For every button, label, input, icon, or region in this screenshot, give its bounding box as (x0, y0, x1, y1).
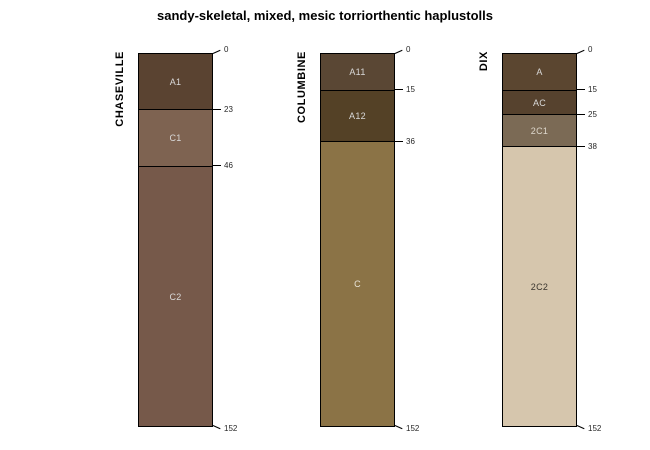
depth-tick (395, 89, 403, 91)
horizon: A12 (321, 91, 394, 142)
depth-tick (577, 113, 585, 115)
depth-tick-label: 38 (588, 141, 597, 151)
depth-tick-label: 0 (224, 45, 229, 54)
depth-tick-label: 0 (588, 45, 593, 54)
horizon-label: 2C1 (530, 125, 549, 136)
depth-tick-label: 36 (406, 136, 415, 146)
horizon-label: AC (532, 97, 547, 108)
depth-tick-label: 15 (588, 85, 597, 95)
depth-tick (212, 49, 221, 54)
depth-tick-label: 0 (406, 45, 411, 54)
horizon: A (503, 54, 576, 91)
horizon: A11 (321, 54, 394, 91)
horizon-label: C2 (169, 291, 182, 302)
horizon: 2C2 (503, 147, 576, 426)
horizon: C1 (139, 110, 212, 167)
profile-id-label: CHASEVILLE (114, 51, 126, 127)
depth-tick (576, 424, 585, 429)
depth-tick (394, 49, 403, 54)
profile-id-label: COLUMBINE (296, 51, 308, 124)
horizon: C (321, 142, 394, 426)
depth-tick (576, 49, 585, 54)
depth-tick (212, 424, 221, 429)
depth-tick-label: 25 (588, 109, 597, 119)
chart-title: sandy-skeletal, mixed, mesic torriorthen… (157, 8, 493, 23)
depth-tick (394, 424, 403, 429)
horizon-label: A12 (349, 111, 366, 121)
depth-tick (213, 165, 221, 167)
horizon-label: C (354, 279, 361, 289)
depth-tick (577, 89, 585, 91)
depth-tick-label: 46 (224, 161, 233, 171)
profile-id-label: DIX (478, 51, 490, 72)
depth-tick-label: 152 (588, 424, 602, 433)
depth-tick-label: 152 (406, 424, 420, 433)
horizon: A1 (139, 54, 212, 110)
horizon-label: A1 (169, 76, 182, 87)
depth-tick-label: 152 (224, 424, 238, 433)
depth-tick (577, 145, 585, 147)
horizon: AC (503, 91, 576, 115)
horizon-label: C1 (169, 133, 182, 143)
horizon-label: A (536, 67, 543, 77)
profile-column: A11 A12 C (320, 53, 395, 427)
profile-column: A1 C1 C2 (138, 53, 213, 427)
horizon: C2 (139, 167, 212, 426)
depth-tick (213, 108, 221, 110)
horizon-label: A11 (349, 67, 366, 77)
depth-tick-label: 15 (406, 85, 415, 95)
horizon: 2C1 (503, 115, 576, 147)
depth-tick-label: 23 (224, 104, 233, 114)
profile-column: A AC 2C1 2C2 (502, 53, 577, 427)
horizon-label: 2C2 (530, 281, 549, 292)
depth-tick (395, 140, 403, 142)
